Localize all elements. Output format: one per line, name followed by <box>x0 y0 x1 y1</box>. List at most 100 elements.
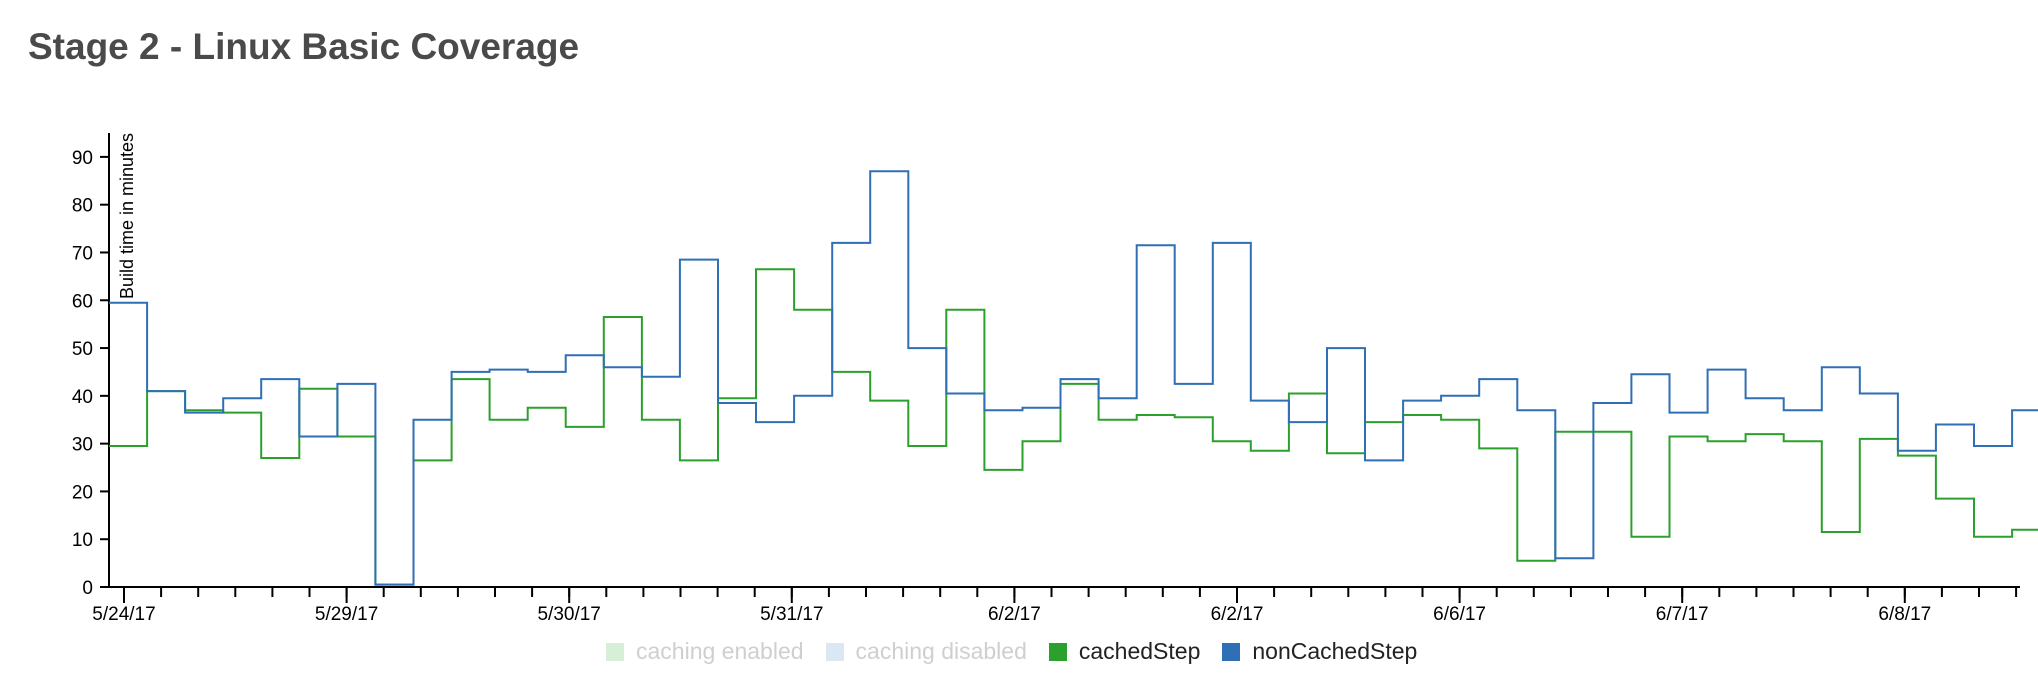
data-point-nonCachedStep <box>695 256 703 264</box>
y-axis-label: Build time in minutes <box>117 133 137 299</box>
y-tick-label: 80 <box>72 196 93 217</box>
data-point-cachedStep <box>847 368 855 376</box>
y-tick-label: 10 <box>72 530 93 551</box>
data-point-cachedStep <box>314 385 322 393</box>
data-point-nonCachedStep <box>657 373 665 381</box>
y-tick-label: 40 <box>72 387 93 408</box>
data-point-cachedStep <box>276 454 284 462</box>
data-point-cachedStep <box>771 265 779 273</box>
data-point-nonCachedStep <box>923 344 931 352</box>
data-point-nonCachedStep <box>391 581 399 589</box>
data-point-cachedStep <box>1418 411 1426 419</box>
data-point-nonCachedStep <box>1494 375 1502 383</box>
y-tick-label: 90 <box>72 148 93 169</box>
data-point-cachedStep <box>999 466 1007 474</box>
data-point-nonCachedStep <box>429 416 437 424</box>
data-point-nonCachedStep <box>1837 363 1845 371</box>
data-point-nonCachedStep <box>2027 406 2035 414</box>
data-point-cachedStep <box>1837 528 1845 536</box>
data-point-nonCachedStep <box>1076 375 1084 383</box>
data-point-cachedStep <box>505 416 513 424</box>
legend-item-caching-enabled[interactable]: caching enabled <box>606 638 804 665</box>
x-tick-label: 5/30/17 <box>537 604 600 625</box>
x-tick-label: 5/31/17 <box>760 604 823 625</box>
data-point-cachedStep <box>1190 413 1198 421</box>
legend-item-non-cached-step[interactable]: nonCachedStep <box>1222 638 1417 665</box>
data-point-nonCachedStep <box>619 363 627 371</box>
legend-label: nonCachedStep <box>1252 638 1418 664</box>
data-point-cachedStep <box>1685 433 1693 441</box>
legend-label: caching enabled <box>636 638 804 664</box>
data-point-nonCachedStep <box>809 392 817 400</box>
page-title: Stage 2 - Linux Basic Coverage <box>28 26 580 67</box>
data-point-nonCachedStep <box>1190 380 1198 388</box>
data-point-cachedStep <box>1799 437 1807 445</box>
x-tick-label: 6/7/17 <box>1656 604 1709 625</box>
data-point-cachedStep <box>238 409 246 417</box>
legend-label: caching disabled <box>855 638 1027 664</box>
data-point-nonCachedStep <box>1608 399 1616 407</box>
data-point-cachedStep <box>1494 444 1502 452</box>
x-tick-label: 6/2/17 <box>1211 604 1264 625</box>
series-line-nonCachedStep <box>109 170 2038 586</box>
data-point-cachedStep <box>657 416 665 424</box>
data-point-nonCachedStep <box>1799 406 1807 414</box>
legend-item-caching-disabled[interactable]: caching disabled <box>825 638 1027 665</box>
data-point-nonCachedStep <box>1685 409 1693 417</box>
data-point-cachedStep <box>1152 411 1160 419</box>
data-point-nonCachedStep <box>162 387 170 395</box>
x-tick-label: 5/24/17 <box>92 604 155 625</box>
data-point-cachedStep <box>1228 437 1236 445</box>
data-point-nonCachedStep <box>1266 397 1274 405</box>
data-point-nonCachedStep <box>1761 394 1769 402</box>
data-point-cachedStep <box>1342 449 1350 457</box>
legend-swatch-caching-disabled <box>825 642 844 661</box>
data-point-cachedStep <box>619 313 627 321</box>
data-point-nonCachedStep <box>1380 456 1388 464</box>
x-tick-label: 6/2/17 <box>988 604 1041 625</box>
data-point-nonCachedStep <box>1342 344 1350 352</box>
data-point-nonCachedStep <box>1989 442 1997 450</box>
legend: caching enabled caching disabled cachedS… <box>606 638 1439 665</box>
data-point-nonCachedStep <box>200 409 208 417</box>
data-point-nonCachedStep <box>1951 421 1959 429</box>
data-point-nonCachedStep <box>238 394 246 402</box>
data-point-nonCachedStep <box>581 351 589 359</box>
y-tick-label: 20 <box>72 482 93 503</box>
y-tick-label: 50 <box>72 339 93 360</box>
data-point-cachedStep <box>1304 390 1312 398</box>
data-point-nonCachedStep <box>733 399 741 407</box>
data-point-nonCachedStep <box>961 390 969 398</box>
data-point-nonCachedStep <box>1038 404 1046 412</box>
data-point-cachedStep <box>695 456 703 464</box>
data-point-cachedStep <box>1951 495 1959 503</box>
data-point-cachedStep <box>1380 418 1388 426</box>
data-point-nonCachedStep <box>276 375 284 383</box>
data-point-cachedStep <box>124 442 132 450</box>
data-point-nonCachedStep <box>1875 390 1883 398</box>
data-point-cachedStep <box>1647 533 1655 541</box>
x-tick-label: 5/29/17 <box>315 604 378 625</box>
y-axis: 0 10 20 30 40 50 60 70 80 90 <box>72 133 110 599</box>
data-point-cachedStep <box>2027 526 2035 534</box>
data-point-cachedStep <box>885 397 893 405</box>
data-point-cachedStep <box>1266 447 1274 455</box>
data-point-nonCachedStep <box>314 433 322 441</box>
data-point-cachedStep <box>1114 416 1122 424</box>
data-point-nonCachedStep <box>352 380 360 388</box>
y-tick-label: 60 <box>72 291 93 312</box>
data-point-cachedStep <box>1608 428 1616 436</box>
data-point-cachedStep <box>1038 437 1046 445</box>
data-point-nonCachedStep <box>1570 554 1578 562</box>
data-point-cachedStep <box>1989 533 1997 541</box>
y-tick-label: 70 <box>72 243 93 264</box>
data-point-nonCachedStep <box>885 167 893 175</box>
series-layer <box>109 167 2038 589</box>
legend-swatch-non-cached-step <box>1222 642 1241 661</box>
legend-item-cached-step[interactable]: cachedStep <box>1048 638 1200 665</box>
data-point-nonCachedStep <box>771 418 779 426</box>
data-point-nonCachedStep <box>1723 366 1731 374</box>
data-point-cachedStep <box>1723 437 1731 445</box>
x-tick-label: 6/8/17 <box>1878 604 1931 625</box>
